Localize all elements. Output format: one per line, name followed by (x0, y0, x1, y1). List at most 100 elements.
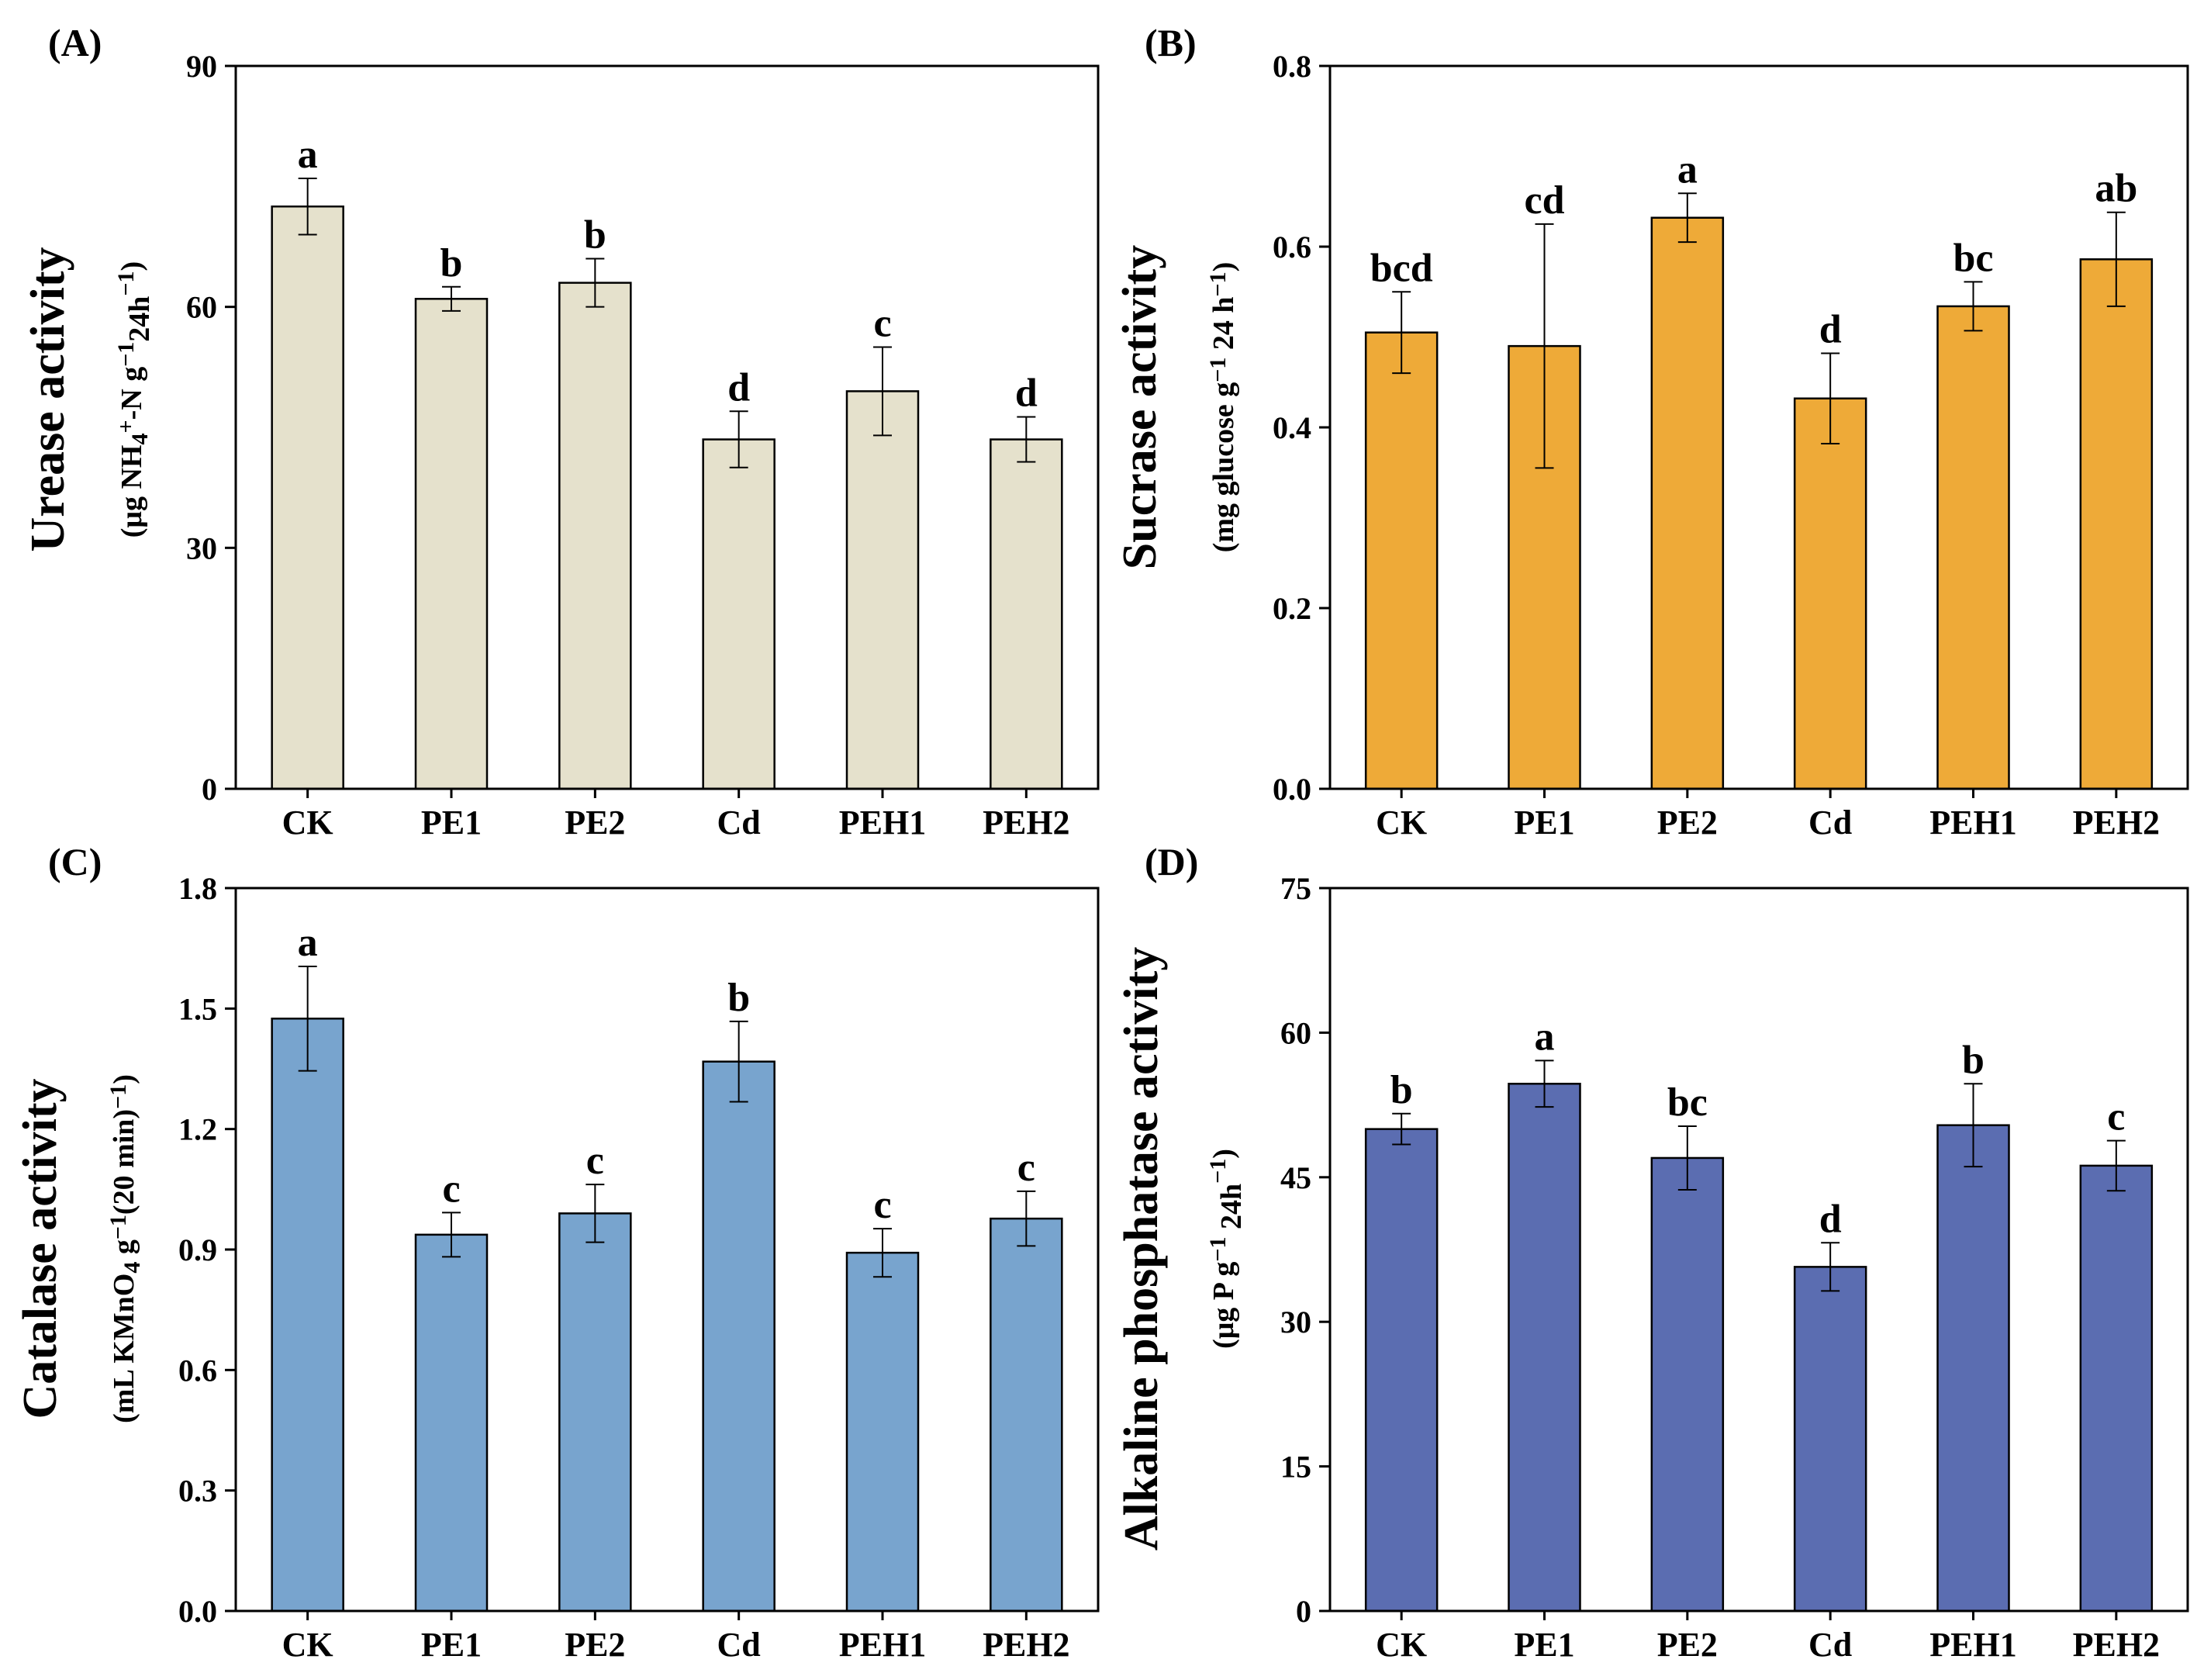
panel-b-sig-letter-peh2: ab (2095, 167, 2137, 211)
panel-d-sig-letter-cd: d (1819, 1197, 1842, 1241)
panel-d-y-tick-label: 45 (1280, 1160, 1311, 1195)
panel-b-axis-frame (1328, 64, 2189, 790)
panel-c-y-tick-label: 1.8 (178, 871, 217, 906)
panel-d-sig-letter-peh2: c (2107, 1095, 2125, 1139)
panel-d-category-label-pe2: PE2 (1657, 1626, 1718, 1664)
panel-c-error-bar-pe2 (586, 1184, 605, 1243)
panel-a-category-label-peh1: PEH1 (839, 804, 926, 842)
panel-c-plot: a CK c PE1 c PE2 b Cd c PEH1 c PEH2 0.0 0.3 0.6 0.9 1.2 1… (178, 871, 1100, 1664)
panel-d-axis-frame (1328, 887, 2189, 1613)
panel-a-error-bar-peh1 (873, 346, 892, 437)
panel-b-bar-ck (1364, 331, 1439, 790)
panel-c-bar-pe1 (414, 1233, 489, 1613)
panel-a-ylabel: Urease activity (22, 247, 74, 551)
panel-b-error-bar-cd (1821, 352, 1840, 444)
panel-c-error-bar-cd (729, 1020, 748, 1103)
panel-c-sig-letter-peh1: c (873, 1183, 891, 1227)
panel-a: (A) Urease activity (μg NH4+-N g−124h−1)… (22, 21, 1100, 842)
panel-b-y-tick-label: 0.0 (1273, 772, 1311, 807)
panel-b-bar-cd (1793, 397, 1867, 790)
panel-b-yunit: (mg glucose g−1 24 h−1) (1205, 262, 1241, 553)
panel-b-y-tick-label: 0.4 (1273, 410, 1311, 445)
panel-b-category-label-cd: Cd (1808, 804, 1852, 842)
panel-c-bar-peh2 (990, 1217, 1063, 1613)
panel-b-category-label-pe2: PE2 (1657, 804, 1718, 842)
panel-c-category-label-ck: CK (282, 1626, 333, 1664)
panel-d-sig-letter-ck: b (1390, 1068, 1413, 1112)
panel-b-category-label-peh1: PEH1 (1929, 804, 2016, 842)
panel-a-bar-peh1 (845, 390, 920, 790)
panel-c: (C) Catalase activity (mL KMnO4 g−1(20 m… (14, 840, 1100, 1664)
panel-b-category-label-pe1: PE1 (1514, 804, 1574, 842)
panel-b-sig-letter-ck: bcd (1370, 246, 1433, 290)
panel-c-category-label-peh1: PEH1 (839, 1626, 926, 1664)
panel-d-error-bar-ck (1392, 1112, 1411, 1146)
panel-a-sig-letter-ck: a (298, 133, 318, 177)
panel-a-bar-cd (702, 438, 776, 790)
panel-c-y-tick-label: 0.3 (178, 1474, 217, 1509)
panel-b-ylabel: Sucrase activity (1114, 245, 1166, 569)
panel-d-bar-cd (1793, 1266, 1867, 1613)
panel-b-sig-letter-peh1: bc (1953, 236, 1994, 280)
panel-d-y-tick-label: 0 (1296, 1594, 1311, 1629)
panel-c-error-bar-peh2 (1017, 1190, 1036, 1247)
panel-d-category-label-ck: CK (1376, 1626, 1427, 1664)
panel-d-category-label-peh2: PEH2 (2073, 1626, 2160, 1664)
panel-c-category-label-peh2: PEH2 (983, 1626, 1069, 1664)
panel-d-error-bar-cd (1821, 1242, 1840, 1292)
panel-c-sig-letter-peh2: c (1017, 1146, 1035, 1190)
panel-d: (D) Alkaline phosphatase activity (μg P … (1115, 840, 2189, 1664)
panel-d-sig-letter-pe1: a (1535, 1015, 1555, 1059)
panel-c-y-tick-label: 1.5 (178, 991, 217, 1026)
panel-a-error-bar-peh2 (1017, 416, 1036, 463)
panel-b-error-bar-pe2 (1677, 192, 1697, 244)
panel-b-sig-letter-pe1: cd (1525, 178, 1565, 223)
panel-d-category-label-pe1: PE1 (1514, 1626, 1574, 1664)
panel-b-bar-peh2 (2079, 258, 2154, 790)
panel-b-error-bar-ck (1392, 291, 1411, 375)
panel-a-category-label-peh2: PEH2 (983, 804, 1069, 842)
panel-c-sig-letter-ck: a (298, 921, 318, 965)
panel-c-y-tick-label: 0.6 (178, 1353, 217, 1388)
panel-c-sig-letter-pe2: c (586, 1139, 604, 1183)
panel-d-error-bar-pe2 (1677, 1125, 1697, 1191)
panel-a-bar-peh2 (990, 438, 1063, 790)
panel-c-error-bar-pe1 (442, 1212, 461, 1258)
panel-b-bar-pe2 (1650, 216, 1725, 790)
panel-a-category-label-pe1: PE1 (421, 804, 482, 842)
panel-a-y-tick-label: 30 (186, 531, 217, 565)
panel-d-sig-letter-peh1: b (1962, 1038, 1985, 1082)
panel-a-category-label-cd: Cd (717, 804, 761, 842)
panel-a-error-bar-ck (298, 177, 317, 236)
panel-a-category-label-ck: CK (282, 804, 333, 842)
panel-d-sig-letter-pe2: bc (1667, 1080, 1708, 1125)
panel-a-error-bar-cd (729, 410, 748, 468)
panel-a-label: (A) (48, 21, 102, 64)
panel-a-bar-ck (271, 205, 344, 790)
panel-d-ylabel: Alkaline phosphatase activity (1115, 947, 1168, 1551)
panel-a-error-bar-pe1 (442, 285, 461, 312)
panel-c-error-bar-peh1 (873, 1228, 892, 1278)
panel-a-y-tick-label: 90 (186, 49, 217, 84)
panel-b-category-label-ck: CK (1376, 804, 1427, 842)
panel-a-sig-letter-pe2: b (584, 213, 606, 258)
panel-c-sig-letter-pe1: c (442, 1167, 460, 1211)
panel-c-axis-frame (234, 887, 1100, 1613)
panel-a-sig-letter-pe1: b (440, 241, 463, 285)
panel-c-bar-pe2 (558, 1212, 632, 1613)
panel-b-plot: bcd CK cd PE1 a PE2 d Cd bc PEH1 ab PEH2 0.0 0.2 0.4 0.… (1273, 49, 2189, 842)
panel-d-yunit: (μg P g−1 24h−1) (1205, 1149, 1248, 1349)
panel-c-bar-ck (271, 1018, 344, 1613)
panel-a-y-tick-label: 60 (186, 290, 217, 325)
panel-a-bar-pe2 (558, 282, 632, 790)
panel-b-sig-letter-cd: d (1819, 307, 1842, 351)
panel-b-error-bar-peh1 (1964, 281, 1983, 332)
panel-b-y-tick-label: 0.6 (1273, 230, 1311, 264)
panel-a-yunit: (μg NH4+-N g−124h−1) (113, 261, 156, 538)
panel-d-y-tick-label: 30 (1280, 1305, 1311, 1340)
panel-a-sig-letter-cd: d (727, 365, 750, 410)
panel-d-error-bar-pe1 (1535, 1060, 1554, 1108)
panel-d-y-tick-label: 15 (1280, 1450, 1311, 1485)
panel-a-plot: a CK b PE1 b PE2 d Cd c PEH1 d PEH2 0 30 60 90 (186, 49, 1100, 842)
panel-c-ylabel: Catalase activity (14, 1078, 67, 1419)
